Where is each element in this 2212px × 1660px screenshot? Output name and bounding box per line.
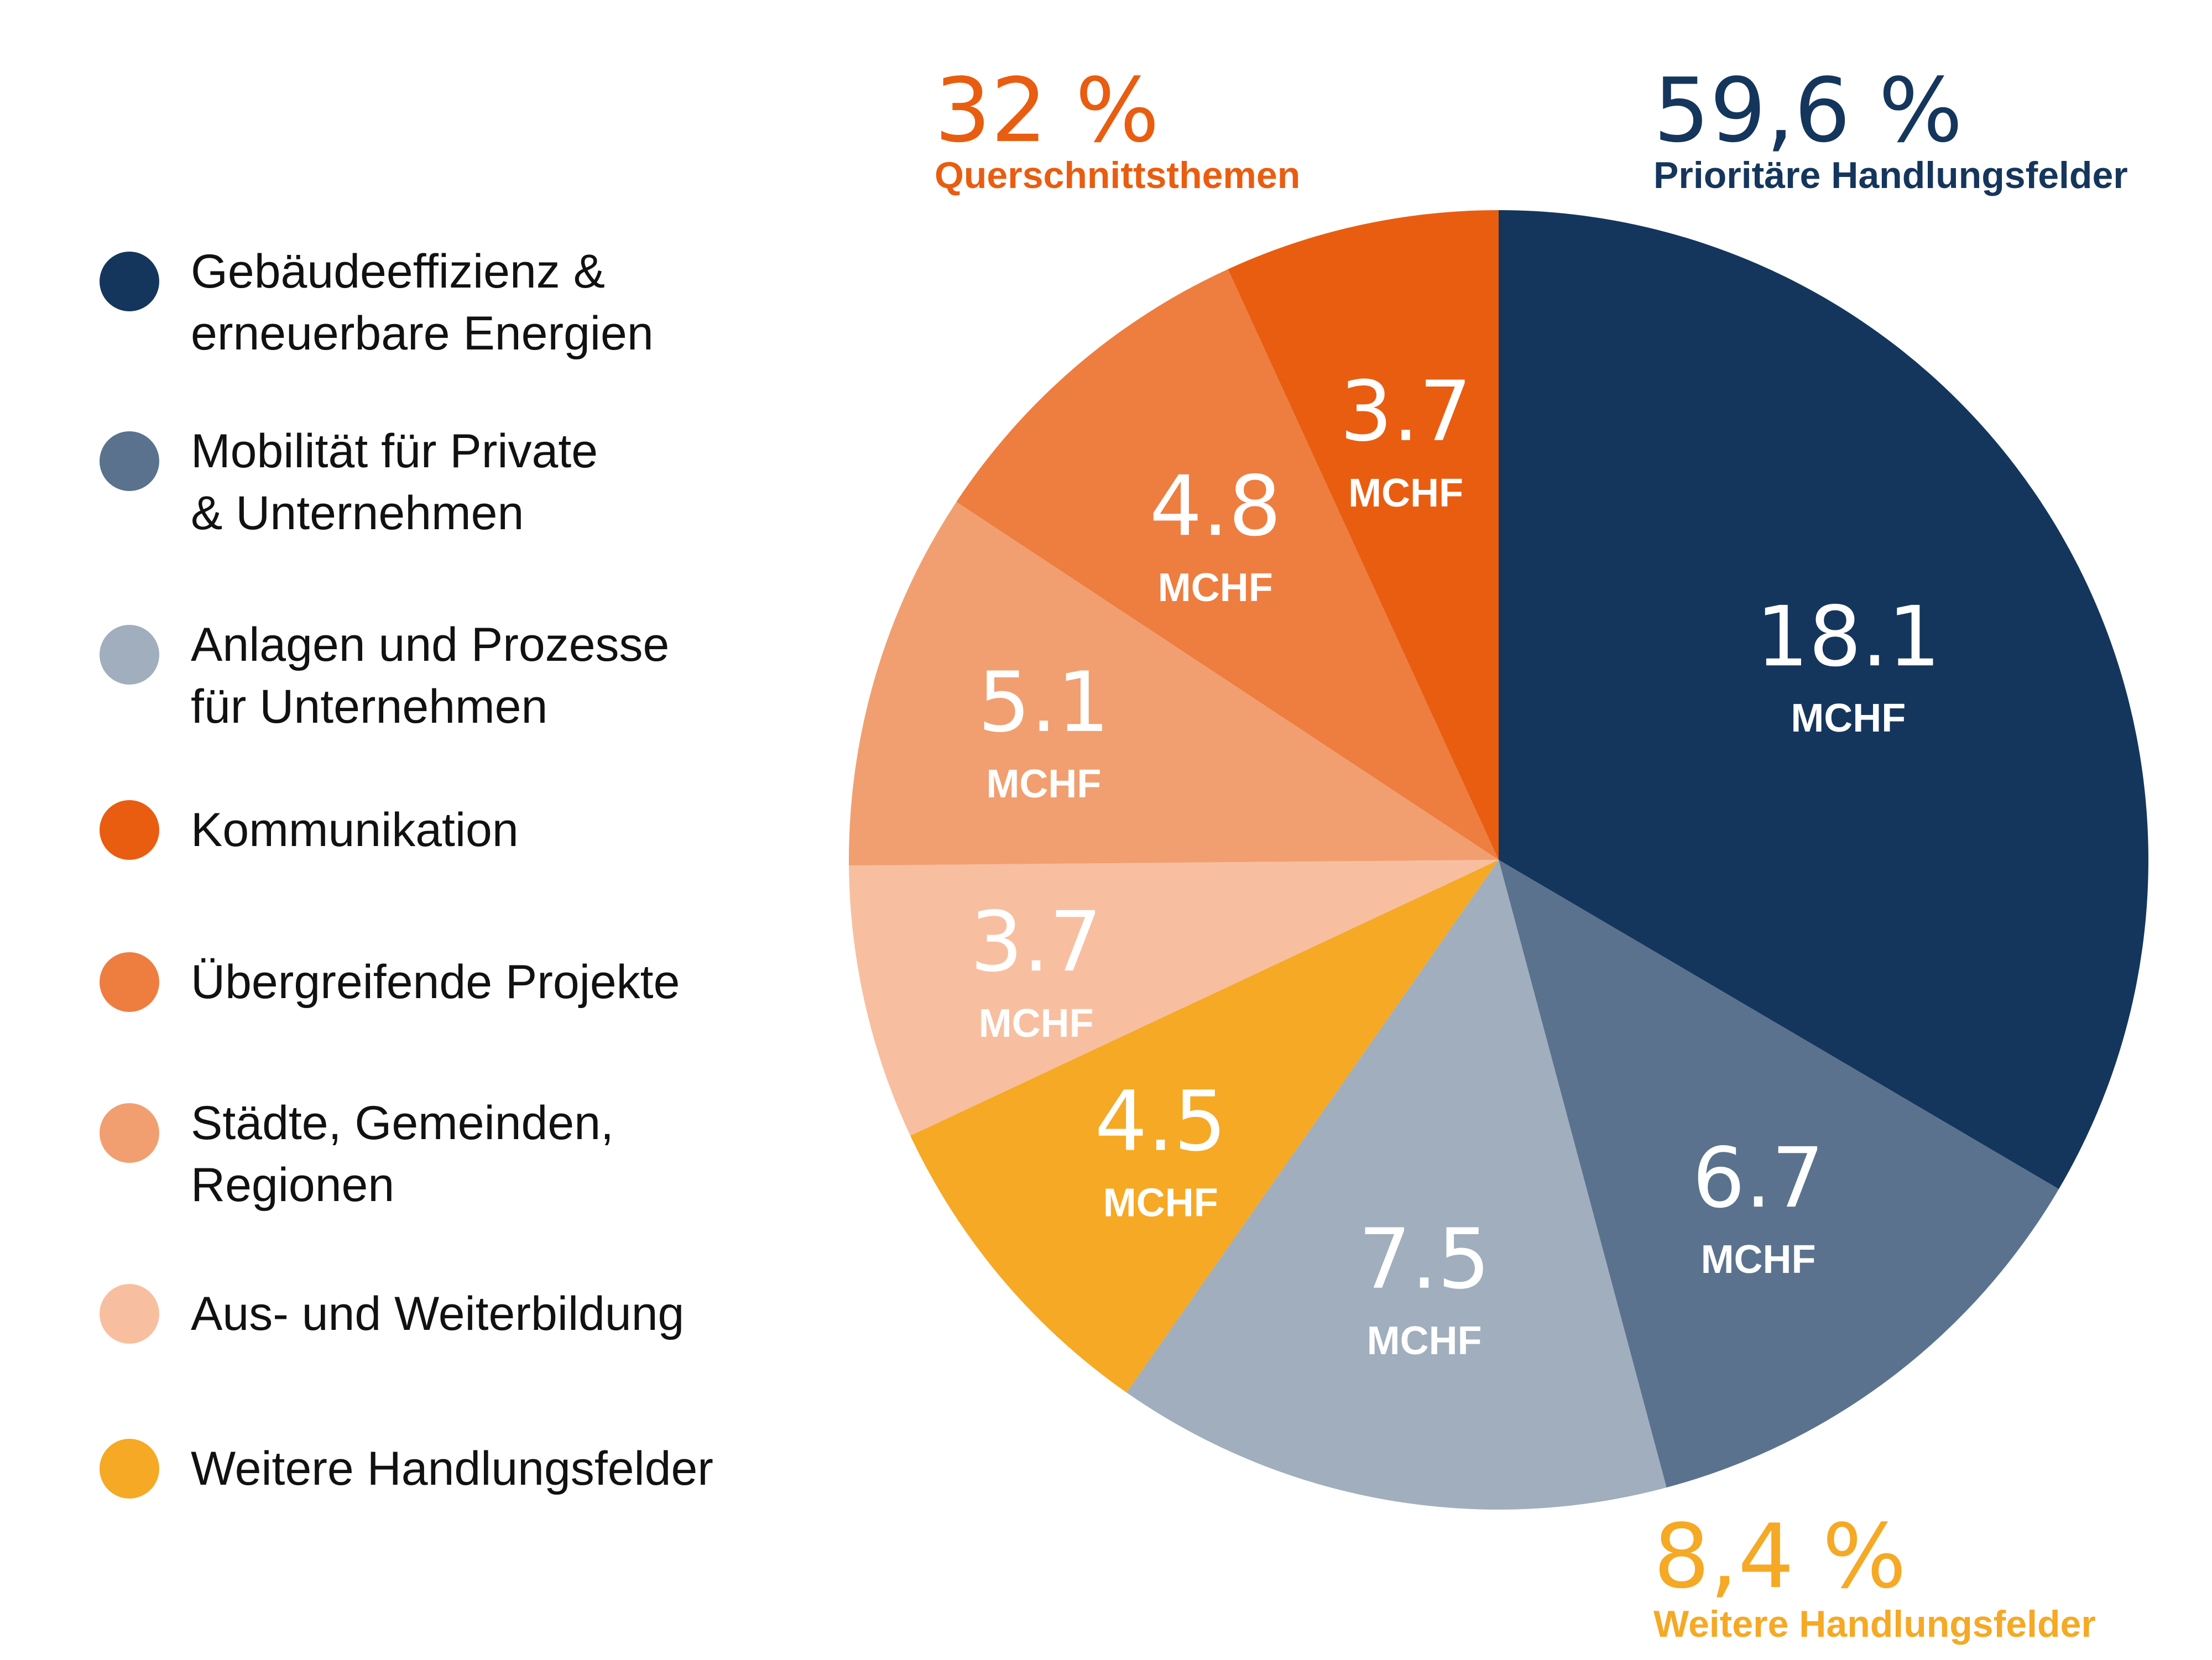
pie-slice [1126,860,1667,1510]
legend-swatch [100,1439,159,1499]
legend-swatch [100,952,159,1012]
pie-slice-labels: 18.1MCHF6.7MCHF7.5MCHF4.5MCHF3.7MCHF5.1M… [970,364,1940,1363]
slice-value-label: 3.7 [1340,364,1472,460]
pie-slice [956,269,1499,860]
legend-label: Mobilität für Private & Unternehmen [191,425,598,540]
slice-unit-label: MCHF [1103,1181,1218,1225]
slice-unit-label: MCHF [1791,696,1906,740]
slice-unit-label: MCHF [1367,1319,1482,1363]
slice-unit-label: MCHF [986,762,1101,806]
legend-label: Kommunikation [191,803,519,857]
slice-unit-label: MCHF [1348,471,1463,515]
pie-slice [1228,210,1499,860]
legend-swatch [100,1284,159,1344]
group-name-label: Prioritäre Handlungsfelder [1653,154,2128,196]
legend-label: Übergreifende Projekte [191,956,680,1009]
pie-slice [849,502,1499,866]
slice-value-label: 18.1 [1756,589,1940,685]
legend-label: Anlagen und Prozesse für Unternehmen [191,618,670,733]
slice-value-label: 4.5 [1094,1074,1227,1170]
legend-swatch [100,431,159,491]
slice-unit-label: MCHF [979,1001,1094,1046]
slice-value-label: 7.5 [1358,1212,1490,1308]
pie-slice [849,860,1499,1136]
legend-swatch [100,252,159,311]
slice-value-label: 3.7 [970,894,1102,990]
group-percent-label: 8,4 % [1653,1505,1906,1608]
slice-value-label: 6.7 [1692,1130,1824,1226]
group-percent-label: 59,6 % [1653,59,1963,162]
slice-value-label: 4.8 [1149,458,1281,555]
legend-swatch [100,800,159,860]
legend-label: Städte, Gemeinden, Regionen [191,1097,614,1212]
legend-label: Weitere Handlungsfelder [191,1442,713,1495]
legend-swatch [100,1103,159,1163]
group-name-label: Querschnittsthemen [935,154,1300,196]
pie-slice [1499,210,2148,1189]
slice-value-label: 5.1 [978,655,1110,751]
pie-slices [849,210,2148,1510]
slice-unit-label: MCHF [1701,1238,1816,1282]
pie-slice [910,860,1499,1393]
legend-label: Gebäudeeffizienz & erneuerbare Energien [191,245,654,360]
slice-unit-label: MCHF [1158,566,1273,610]
legend-swatch [100,625,159,685]
group-name-label: Weitere Handlungsfelder [1653,1603,2096,1645]
pie-slice [1499,860,2059,1488]
legend-label: Aus- und Weiterbildung [191,1287,685,1340]
legend: Gebäudeeffizienz & erneuerbare Energien … [0,0,830,1660]
group-labels: 32 %Querschnittsthemen 59,6 %Prioritäre H… [935,59,2128,1645]
group-percent-label: 32 % [935,59,1159,162]
